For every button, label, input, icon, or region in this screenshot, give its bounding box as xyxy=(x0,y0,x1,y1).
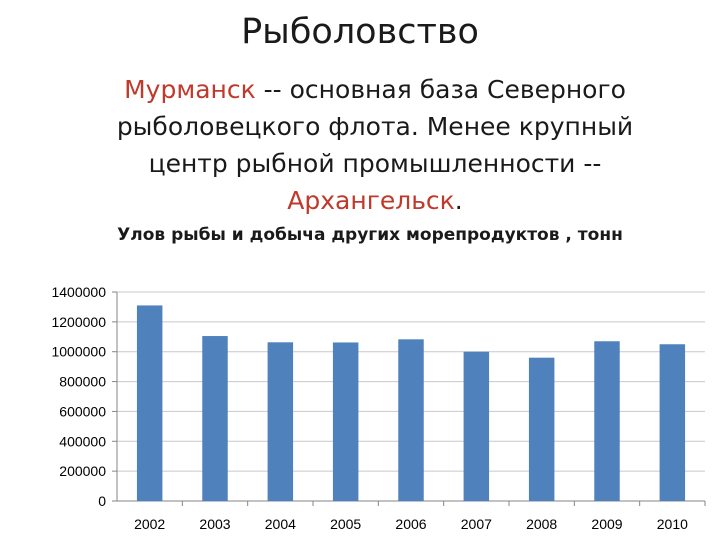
bar-2009 xyxy=(594,341,620,501)
body-text-part-2: . xyxy=(454,186,463,215)
bar-2003 xyxy=(202,336,228,501)
x-tick-label: 2008 xyxy=(526,516,557,532)
x-tick-label: 2010 xyxy=(657,516,688,532)
bar-chart: 0 200000 400000 600000 800000 1000000 1200000 1… xyxy=(51,284,706,532)
y-tick-label: 1400000 xyxy=(51,284,106,300)
bar-2002 xyxy=(136,305,163,501)
x-tick-label: 2006 xyxy=(395,516,426,532)
bar-2006 xyxy=(398,339,424,501)
x-tick-label: 2007 xyxy=(461,516,492,532)
y-tick-label: 600000 xyxy=(59,403,106,419)
bar-2005 xyxy=(332,342,359,501)
x-tick-label: 2004 xyxy=(265,516,296,532)
x-tick-label: 2002 xyxy=(134,516,165,532)
body-text-part-1: -- основная база Северного рыболовецкого… xyxy=(116,75,634,178)
chart-title: Улов рыбы и добыча других морепродуктов … xyxy=(117,225,623,245)
bar-2008 xyxy=(528,357,555,501)
y-tick-label: 800000 xyxy=(59,374,106,390)
x-tick-label: 2005 xyxy=(330,516,361,532)
y-tick-label: 400000 xyxy=(59,433,106,449)
x-tick-label: 2009 xyxy=(591,516,622,532)
bar-2010 xyxy=(659,344,686,501)
slide-body-text: Мурманск -- основная база Северного рыбо… xyxy=(80,71,670,219)
y-tick-label: 1200000 xyxy=(51,314,106,330)
y-tick-label: 0 xyxy=(98,493,106,509)
city-arkhangelsk: Архангельск xyxy=(287,186,455,215)
y-tick-label: 1000000 xyxy=(51,344,106,360)
x-tick-label: 2003 xyxy=(199,516,230,532)
bar-2007 xyxy=(463,351,490,501)
city-murmansk: Мурманск xyxy=(124,75,256,104)
y-tick-label: 200000 xyxy=(59,463,106,479)
slide-title: Рыболовство xyxy=(241,12,479,52)
bar-2004 xyxy=(267,342,294,501)
